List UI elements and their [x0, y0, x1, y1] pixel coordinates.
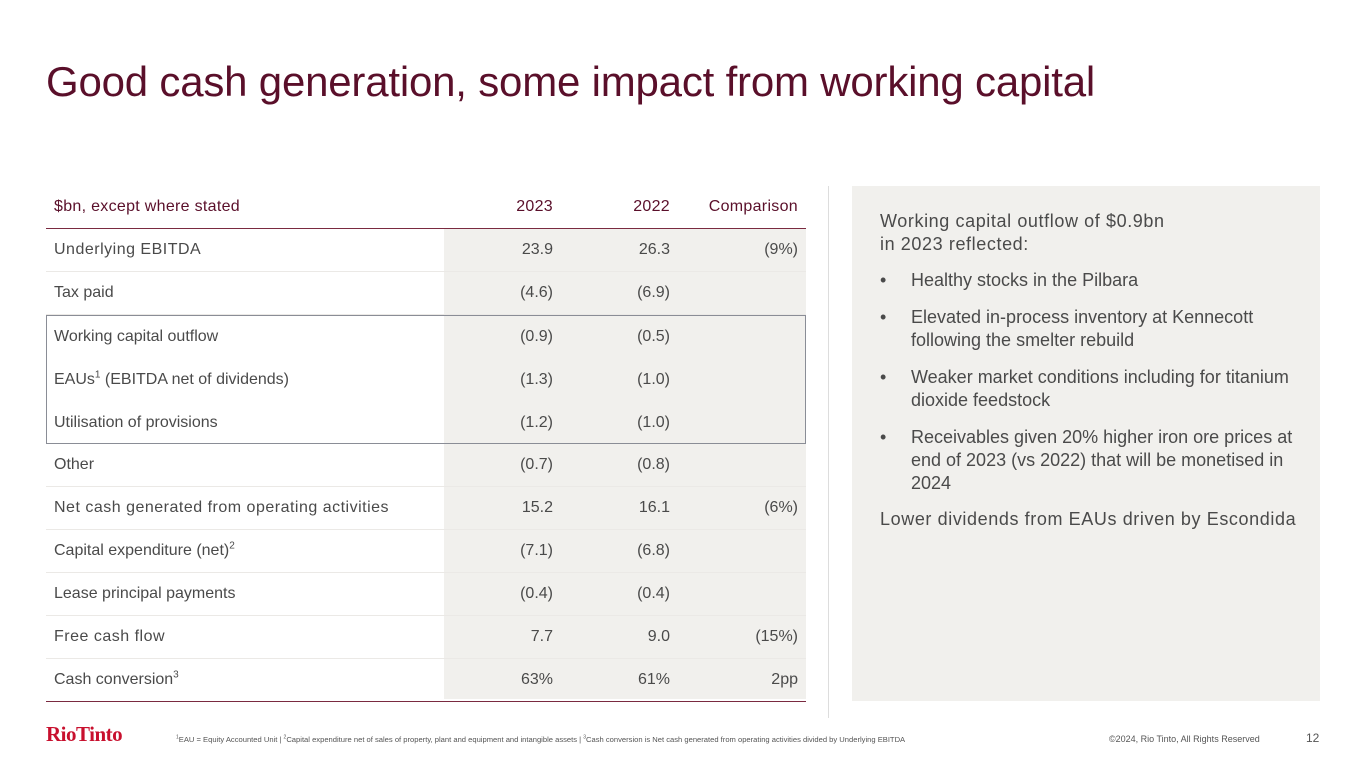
- row-label: EAUs1 (EBITDA net of dividends): [54, 369, 289, 389]
- panel-lead: Working capital outflow of $0.9bn in 202…: [880, 210, 1308, 256]
- page-number: 12: [1306, 731, 1320, 745]
- value-2023: 23.9: [521, 241, 553, 258]
- table-row: Other (0.7) (0.8): [46, 444, 806, 487]
- value-2023: (7.1): [520, 542, 553, 559]
- table-row: Utilisation of provisions (1.2) (1.0): [46, 401, 806, 444]
- row-label: Lease principal payments: [54, 585, 236, 602]
- value-comparison: 2pp: [771, 671, 798, 688]
- value-2023: (0.4): [520, 585, 553, 602]
- table-row: Lease principal payments (0.4) (0.4): [46, 573, 806, 616]
- panel-tail: Lower dividends from EAUs driven by Esco…: [880, 509, 1297, 529]
- rio-tinto-logo: RioTinto: [46, 722, 123, 746]
- row-label-suffix: (EBITDA net of dividends): [100, 370, 289, 388]
- numeric-columns-shading: [444, 229, 806, 699]
- value-2022: (0.4): [637, 585, 670, 602]
- table-row: Underlying EBITDA 23.9 26.3 (9%): [46, 229, 806, 272]
- cash-flow-table: $bn, except where stated 2023 2022 Compa…: [46, 186, 806, 702]
- footnote-ref: 3: [173, 669, 179, 681]
- bullet-text: Weaker market conditions including for t…: [911, 367, 1289, 410]
- value-2023: (0.9): [520, 327, 553, 345]
- value-2022: (0.8): [637, 456, 670, 473]
- value-2022: (6.9): [637, 284, 670, 301]
- table-row: EAUs1 (EBITDA net of dividends) (1.3) (1…: [46, 358, 806, 401]
- page-title: Good cash generation, some impact from w…: [46, 58, 1096, 105]
- bullet-icon: •: [880, 367, 887, 387]
- value-2022: (0.5): [637, 327, 670, 345]
- value-2023: (0.7): [520, 456, 553, 473]
- table-header-row: $bn, except where stated 2023 2022 Compa…: [46, 186, 806, 229]
- bullet-text: Receivables given 20% higher iron ore pr…: [911, 427, 1293, 493]
- value-comparison: (15%): [755, 628, 798, 645]
- row-label: Working capital outflow: [54, 327, 219, 345]
- row-label: Utilisation of provisions: [54, 413, 218, 431]
- footnote-text: Capital expenditure net of sales of prop…: [286, 735, 584, 744]
- value-2022: (1.0): [637, 413, 670, 431]
- value-2023: (1.2): [520, 413, 553, 431]
- table-row: Net cash generated from operating activi…: [46, 487, 806, 530]
- row-label: Capital expenditure (net)2: [54, 540, 235, 560]
- footnote-ref: 1: [94, 369, 101, 381]
- panel-lead-line2: in 2023 reflected:: [880, 234, 1029, 254]
- value-2023: 7.7: [530, 628, 553, 645]
- panel-bullet-list: • Healthy stocks in the Pilbara • Elevated…: [880, 269, 1308, 495]
- value-2023: 63%: [520, 671, 553, 688]
- copyright: ©2024, Rio Tinto, All Rights Reserved: [1109, 734, 1260, 744]
- bullet-icon: •: [880, 270, 887, 290]
- value-2023: (1.3): [520, 370, 553, 388]
- table-row: Tax paid (4.6) (6.9): [46, 272, 806, 315]
- row-label: Net cash generated from operating activi…: [54, 499, 390, 516]
- value-comparison: (6%): [764, 499, 798, 516]
- value-2023: (4.6): [520, 284, 553, 301]
- header-comparison: Comparison: [708, 198, 798, 215]
- footnotes: 1EAU = Equity Accounted Unit | 2Capital …: [176, 735, 905, 744]
- bullet-text: Healthy stocks in the Pilbara: [911, 270, 1139, 290]
- footnote-marker: 3: [583, 734, 587, 741]
- table-row: Cash conversion3 63% 61% 2pp: [46, 659, 806, 702]
- list-item: • Weaker market conditions including for …: [880, 366, 1308, 412]
- row-label: Underlying EBITDA: [54, 241, 202, 258]
- row-label-text: Cash conversion: [54, 671, 174, 688]
- footnote-marker: 2: [283, 734, 287, 741]
- vertical-divider: [828, 186, 829, 718]
- bullet-icon: •: [880, 307, 887, 327]
- value-2022: (6.8): [637, 542, 670, 559]
- row-label: Tax paid: [54, 284, 114, 301]
- list-item: • Receivables given 20% higher iron ore p…: [880, 426, 1308, 495]
- row-label: Free cash flow: [54, 628, 166, 645]
- footnote-text: EAU = Equity Accounted Unit |: [178, 735, 284, 744]
- header-units: $bn, except where stated: [54, 198, 240, 215]
- row-label: Other: [54, 456, 95, 473]
- header-2023: 2023: [516, 198, 553, 215]
- row-label-text: Capital expenditure (net): [54, 542, 230, 559]
- value-2022: 9.0: [647, 628, 670, 645]
- list-item: • Healthy stocks in the Pilbara: [880, 269, 1308, 292]
- header-2022: 2022: [633, 198, 670, 215]
- value-2022: 26.3: [638, 241, 670, 258]
- commentary-panel: Working capital outflow of $0.9bn in 202…: [852, 186, 1320, 701]
- footnote-ref: 2: [229, 540, 235, 552]
- list-item: • Elevated in-process inventory at Kennec…: [880, 306, 1308, 352]
- bullet-icon: •: [880, 427, 887, 447]
- table-row: Free cash flow 7.7 9.0 (15%): [46, 616, 806, 659]
- value-2022: (1.0): [637, 370, 670, 388]
- footnote-marker: 1: [176, 734, 179, 741]
- panel-lead-line1: Working capital outflow of $0.9bn: [880, 211, 1165, 231]
- row-label-text: EAUs: [54, 370, 95, 388]
- table-row: Capital expenditure (net)2 (7.1) (6.8): [46, 530, 806, 573]
- footnote-text: Cash conversion is Net cash generated fr…: [586, 735, 906, 744]
- row-label: Cash conversion3: [54, 669, 179, 689]
- bullet-text: Elevated in-process inventory at Kenneco…: [911, 307, 1254, 350]
- table-row: Working capital outflow (0.9) (0.5): [46, 315, 806, 358]
- value-comparison: (9%): [764, 241, 798, 258]
- value-2022: 61%: [637, 671, 670, 688]
- value-2023: 15.2: [521, 499, 553, 516]
- value-2022: 16.1: [638, 499, 670, 516]
